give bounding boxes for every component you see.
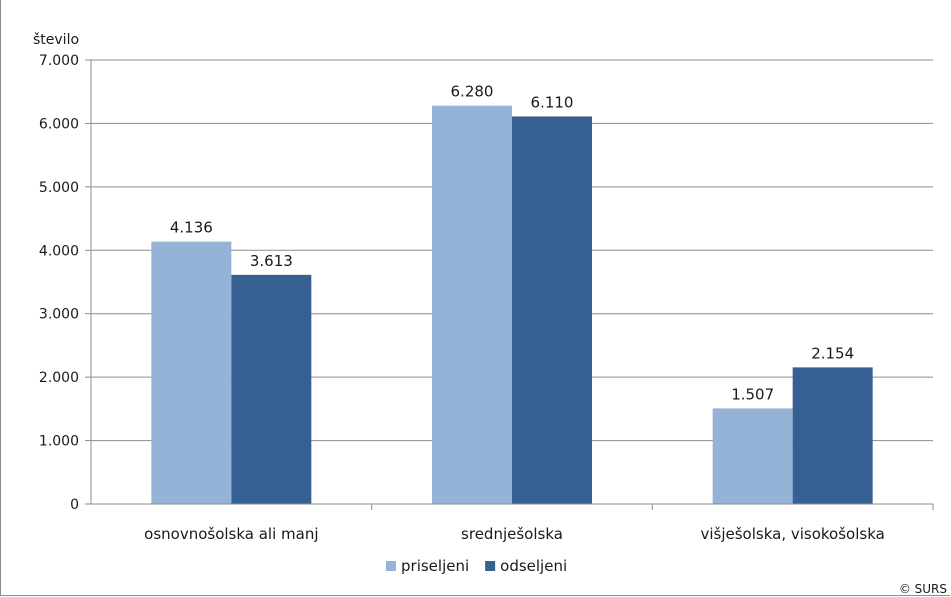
y-axis-label: število — [33, 32, 79, 48]
bar-odseljeni — [792, 367, 873, 504]
legend-label-odseljeni: odseljeni — [500, 557, 567, 575]
y-tick-label: 0 — [70, 497, 79, 513]
bars: 4.136 3.613 6.280 6.110 1.507 2.154 — [151, 83, 873, 505]
y-tick-label: 5.000 — [39, 180, 79, 196]
legend-label-priseljeni: priseljeni — [401, 557, 469, 575]
axes: 0 1.000 2.000 3.000 4.000 5.000 6.000 7.000 osno… — [39, 53, 934, 543]
legend: priseljeni odseljeni — [386, 557, 567, 575]
data-label: 6.280 — [451, 83, 494, 101]
data-label: 1.507 — [731, 385, 774, 403]
bar-priseljeni — [432, 105, 512, 504]
bar-odseljeni — [512, 116, 592, 505]
x-tick-label: srednješolska — [461, 525, 563, 543]
data-label: 6.110 — [531, 93, 574, 111]
bar-odseljeni — [231, 274, 312, 504]
y-tick-label: 7.000 — [39, 53, 79, 69]
bar-priseljeni — [151, 241, 232, 504]
y-tick-label: 3.000 — [39, 307, 79, 323]
source-note: © SURS — [899, 582, 947, 596]
data-label: 2.154 — [811, 344, 854, 362]
legend-swatch-odseljeni — [485, 561, 496, 571]
x-tick-label: osnovnošolska ali manj — [144, 525, 318, 543]
x-tick-label: višješolska, visokošolska — [700, 525, 884, 543]
legend-swatch-priseljeni — [386, 561, 396, 571]
y-tick-label: 4.000 — [39, 243, 79, 259]
y-tick-label: 6.000 — [39, 116, 79, 132]
bar-priseljeni — [712, 408, 793, 504]
y-tick-label: 1.000 — [39, 434, 79, 450]
data-label: 3.613 — [250, 252, 293, 270]
y-tick-label: 2.000 — [39, 370, 79, 386]
data-label: 4.136 — [170, 219, 213, 237]
